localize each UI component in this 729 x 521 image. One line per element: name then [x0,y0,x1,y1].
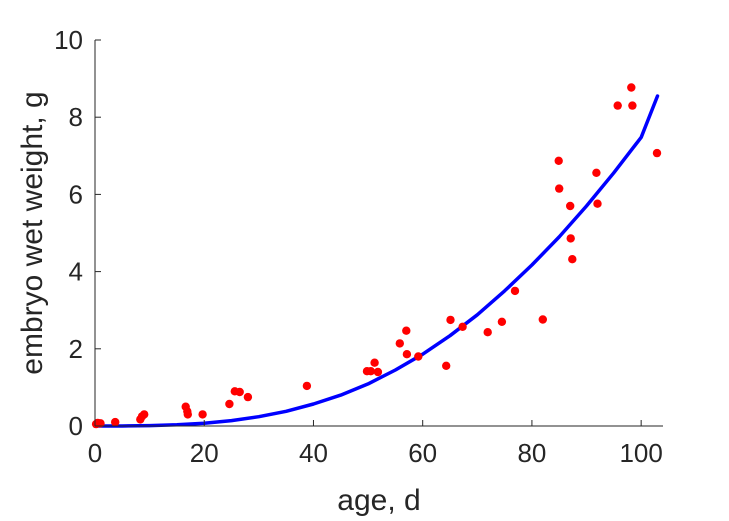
data-point [414,352,423,361]
data-point [593,199,602,208]
data-point [538,315,547,324]
data-point [395,339,404,348]
y-tick-label: 0 [69,411,83,441]
x-tick-label: 40 [299,438,328,468]
data-point [592,168,601,177]
data-point [225,399,234,409]
data-point [111,417,120,427]
data-point [510,286,520,296]
x-tick-label: 0 [88,438,102,468]
data-point [446,315,455,325]
data-point [243,392,253,402]
data-point [302,381,312,391]
x-tick-label: 100 [619,438,662,468]
x-ticks: 0 20 40 60 80 100 [88,420,663,468]
x-tick-label: 80 [517,438,546,468]
y-tick-label: 2 [69,334,83,364]
y-tick-label: 8 [69,102,83,132]
data-point [628,101,637,110]
y-ticks: 0 2 4 6 8 10 [54,25,101,441]
y-tick-label: 10 [54,25,83,55]
x-tick-label: 60 [408,438,437,468]
data-point [458,322,467,331]
data-point [373,367,383,377]
data-point [366,367,375,376]
y-axis-title: embryo wet weight, g [16,91,49,374]
data-point [652,148,662,158]
data-point [497,317,507,326]
fit-curve-line [93,94,660,428]
data-point [402,326,411,335]
data-point [198,410,207,419]
data-point [140,410,149,419]
y-tick-label: 4 [69,257,83,287]
x-tick-label: 20 [190,438,219,468]
data-point [554,156,563,165]
data-point [555,184,564,193]
data-point [183,410,192,419]
data-point [483,328,492,337]
data-point [96,419,105,428]
data-points-layer [91,83,662,429]
x-axis-title: age, d [337,484,420,517]
fit-curve-layer [93,94,660,428]
data-point [566,234,575,243]
data-point [442,361,451,370]
axes [94,40,663,427]
data-point [235,387,244,397]
data-point [568,255,577,264]
data-point [402,350,412,359]
data-point [627,83,636,92]
y-tick-label: 6 [69,179,83,209]
data-point [613,101,622,110]
data-point [370,358,379,367]
data-point [566,201,575,211]
